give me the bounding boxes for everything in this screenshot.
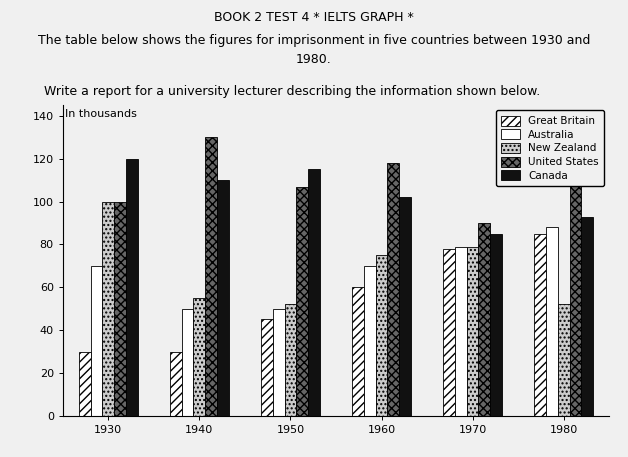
Bar: [546, 227, 558, 416]
Bar: [114, 202, 126, 416]
Text: 1980.: 1980.: [296, 53, 332, 65]
Bar: [387, 163, 399, 416]
Bar: [217, 180, 229, 416]
Bar: [455, 247, 467, 416]
Bar: [582, 217, 593, 416]
Bar: [170, 351, 181, 416]
Bar: [399, 197, 411, 416]
Bar: [558, 304, 570, 416]
Bar: [376, 255, 387, 416]
Bar: [467, 247, 479, 416]
Bar: [308, 170, 320, 416]
Bar: [126, 159, 138, 416]
Bar: [490, 234, 502, 416]
Bar: [90, 266, 102, 416]
Bar: [273, 309, 284, 416]
Bar: [479, 223, 490, 416]
Text: Write a report for a university lecturer describing the information shown below.: Write a report for a university lecturer…: [44, 85, 540, 97]
Bar: [261, 319, 273, 416]
Bar: [296, 186, 308, 416]
Text: In thousands: In thousands: [65, 109, 136, 119]
Bar: [193, 298, 205, 416]
Bar: [534, 234, 546, 416]
Bar: [352, 287, 364, 416]
Text: The table below shows the figures for imprisonment in five countries between 193: The table below shows the figures for im…: [38, 34, 590, 47]
Text: BOOK 2 TEST 4 * IELTS GRAPH *: BOOK 2 TEST 4 * IELTS GRAPH *: [214, 11, 414, 24]
Bar: [102, 202, 114, 416]
Bar: [205, 137, 217, 416]
Bar: [570, 116, 582, 416]
Bar: [78, 351, 90, 416]
Bar: [181, 309, 193, 416]
Bar: [364, 266, 376, 416]
Bar: [443, 249, 455, 416]
Legend: Great Britain, Australia, New Zealand, United States, Canada: Great Britain, Australia, New Zealand, U…: [496, 110, 604, 186]
Bar: [284, 304, 296, 416]
